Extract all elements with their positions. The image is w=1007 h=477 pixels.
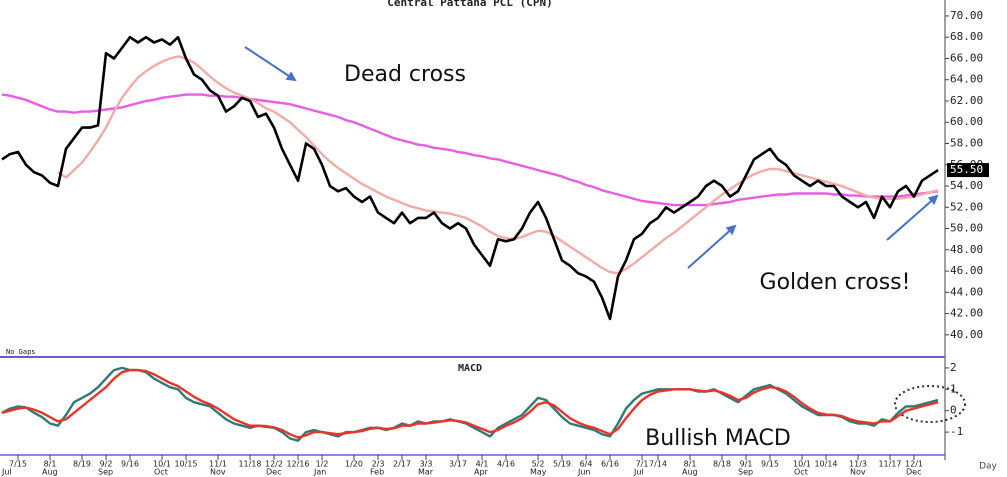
y-tick-label: 54.00 <box>950 179 983 192</box>
y-tick-label: 60.00 <box>950 115 983 128</box>
x-tick-label: 3/17 <box>449 460 467 469</box>
x-tick-label: 4/16 <box>497 460 515 469</box>
month-label: Mar <box>418 468 434 477</box>
month-label: Nov <box>210 468 226 477</box>
x-tick-label: 11/17 <box>878 460 901 469</box>
month-label: Dec <box>266 468 281 477</box>
annotation: Dead cross <box>344 62 466 87</box>
series-line <box>1 35 939 321</box>
y-tick-label: 0 <box>950 404 957 417</box>
y-tick-label: 46.00 <box>950 264 983 277</box>
last-price-box <box>947 163 989 178</box>
x-tick-label: 10/1 <box>153 460 171 469</box>
y-tick-label: 62.00 <box>950 94 983 107</box>
series-line <box>1 366 939 442</box>
x-tick-label: 9/16 <box>121 460 139 469</box>
arrow <box>886 194 939 241</box>
x-tick-label: 8/1 <box>684 460 697 469</box>
x-tick-label: 9/1 <box>740 460 753 469</box>
y-tick-label: 42.00 <box>950 307 983 320</box>
x-tick-label: 1/2 <box>316 460 329 469</box>
month-label: Oct <box>154 468 168 477</box>
highlight-ellipse <box>894 385 966 423</box>
arrow <box>687 224 737 269</box>
x-tick-label: 2/17 <box>393 460 411 469</box>
x-tick-label: 7/1 <box>636 460 649 469</box>
series-line <box>1 368 939 439</box>
x-tick-label: 8/18 <box>713 460 731 469</box>
x-tick-label: 10/14 <box>814 460 837 469</box>
month-label: Feb <box>370 468 384 477</box>
x-tick-label: 10/15 <box>174 460 197 469</box>
panel-title: MACD <box>458 363 482 374</box>
x-tick-label: 9/2 <box>100 460 113 469</box>
x-tick-label: 11/18 <box>238 460 261 469</box>
x-tick-label: 8/19 <box>73 460 91 469</box>
x-tick-label: 12/16 <box>286 460 309 469</box>
x-tick-label: 5/19 <box>553 460 571 469</box>
y-tick-label: 66.00 <box>950 51 983 64</box>
y-tick-label: 48.00 <box>950 243 983 256</box>
y-tick-label: -1 <box>950 425 963 438</box>
x-tick-label: 6/4 <box>580 460 593 469</box>
annotation: Bullish MACD <box>645 426 791 451</box>
x-tick-label: 4/1 <box>476 460 489 469</box>
y-tick-label: 52.00 <box>950 200 983 213</box>
month-label: Nov <box>850 468 866 477</box>
x-tick-label: 2/3 <box>372 460 385 469</box>
month-label: Aug <box>42 468 58 477</box>
month-label: Jan <box>313 468 326 477</box>
x-tick-label: 11/3 <box>849 460 867 469</box>
x-unit: Day <box>979 462 997 472</box>
month-label: Dec <box>906 468 921 477</box>
x-tick-label: 11/1 <box>209 460 227 469</box>
month-label: May <box>530 468 547 477</box>
x-tick-label: 7/14 <box>649 460 667 469</box>
x-tick-label: 3/3 <box>420 460 433 469</box>
y-tick-label: 50.00 <box>950 222 983 235</box>
month-label: Aug <box>682 468 698 477</box>
y-tick-label: 44.00 <box>950 285 983 298</box>
last-price-label: 55.50 <box>950 163 983 176</box>
month-label: Apr <box>474 468 489 477</box>
y-tick-label: 1 <box>950 382 957 395</box>
x-tick-label: 9/15 <box>761 460 779 469</box>
y-tick-label: 64.00 <box>950 73 983 86</box>
y-tick-label: 40.00 <box>950 328 983 341</box>
month-label: Jul <box>1 468 12 477</box>
x-tick-label: 1/20 <box>345 460 363 469</box>
x-tick-label: 10/1 <box>793 460 811 469</box>
month-label: Jul <box>633 468 644 477</box>
x-tick-label: 12/1 <box>905 460 923 469</box>
x-tick-label: 5/2 <box>532 460 545 469</box>
month-label: Oct <box>794 468 808 477</box>
annotation: Golden cross! <box>760 270 911 295</box>
chart-title: Central Pattana PCL (CPN) <box>387 0 553 9</box>
month-label: Jun <box>577 468 591 477</box>
y-tick-label: 2 <box>950 361 957 374</box>
month-label: Sep <box>98 468 113 477</box>
y-tick-label: 58.00 <box>950 137 983 150</box>
x-tick-label: 12/2 <box>265 460 283 469</box>
x-tick-label: 8/1 <box>44 460 57 469</box>
month-label: Sep <box>738 468 753 477</box>
arrow <box>244 46 297 82</box>
y-tick-label: 70.00 <box>950 9 983 22</box>
x-tick-label: 6/16 <box>601 460 619 469</box>
y-tick-label: 68.00 <box>950 30 983 43</box>
series-line <box>1 93 939 207</box>
note: No Gaps <box>6 348 36 356</box>
x-tick-label: 7/15 <box>9 460 27 469</box>
